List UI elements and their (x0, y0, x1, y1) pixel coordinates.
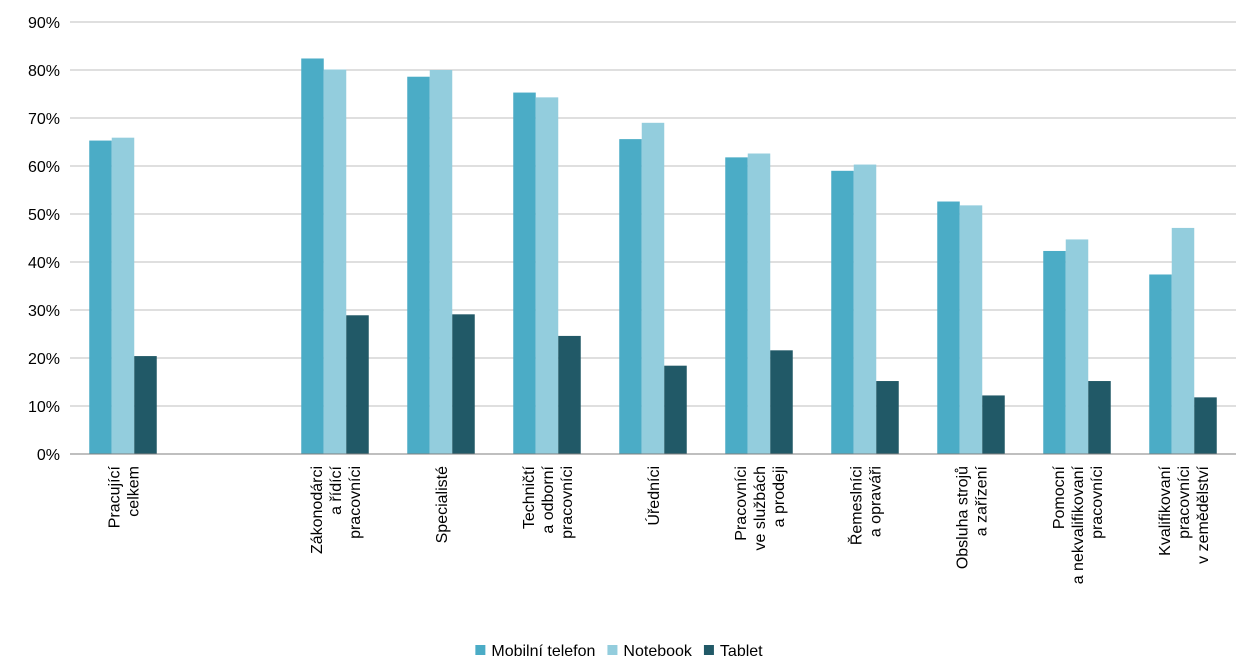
y-tick-label: 20% (28, 351, 60, 368)
bar-notebook (429, 70, 453, 454)
category-label-line: Techničtí (521, 465, 538, 529)
bar-tablet (452, 314, 475, 454)
category-label: Specialisté (434, 466, 451, 543)
category-label: Obsluha strojů a zařízení (954, 465, 991, 569)
bar-tablet (982, 395, 1005, 454)
category-label: Pomocní a nekvalifikovaní pracovníci (1051, 465, 1106, 584)
bar-mobilní-telefon (619, 139, 642, 454)
bar-notebook (747, 153, 771, 454)
legend: Mobilní telefon Notebook Tablet (475, 643, 763, 660)
y-tick-label: 80% (28, 63, 60, 80)
category-labels: Pracující celkem Zákonodárci a řídící pracov… (107, 465, 1213, 584)
bar-tablet (770, 350, 793, 454)
bar-mobilní-telefon (1149, 274, 1172, 454)
bar-notebook (641, 122, 665, 455)
legend-swatch (607, 645, 618, 655)
category-label: Úředníci (644, 466, 663, 526)
legend-swatch (475, 645, 486, 655)
bar-notebook (111, 137, 135, 454)
category-label-line: Řemeslníci (847, 466, 866, 545)
category-label: Řemeslníci a opraváři (847, 466, 885, 545)
category-label-line: celkem (126, 466, 143, 517)
bars (89, 58, 1217, 455)
bar-tablet (664, 365, 687, 454)
category-label-line: Kvalifikovaní (1157, 465, 1174, 555)
legend-item: Notebook (607, 643, 693, 660)
y-axis-ticks: 0% 10% 20% 30% 40% 50% 60% 70% 80% 90% (28, 15, 60, 464)
category-label-line: pracovníci (347, 466, 364, 539)
legend-item: Tablet (703, 643, 763, 660)
bar-mobilní-telefon (1043, 250, 1066, 454)
category-label-line: Specialisté (434, 466, 451, 543)
bar-tablet (1088, 381, 1111, 454)
bar-notebook (323, 69, 347, 455)
category-label: Kvalifikovaní pracovníci v zemědělství (1157, 465, 1212, 563)
category-label-line: a prodeji (771, 466, 788, 527)
category-label-line: Pracovníci (733, 466, 750, 541)
category-label: Pracující celkem (107, 465, 143, 528)
y-tick-label: 0% (37, 447, 60, 464)
y-tick-label: 30% (28, 303, 60, 320)
y-tick-label: 90% (28, 15, 60, 32)
category-label-line: ve službách (752, 466, 769, 551)
category-label-line: Pomocní (1051, 465, 1068, 529)
category-label: Techničtí a odborní pracovníci (521, 465, 576, 538)
legend-label: Mobilní telefon (491, 643, 595, 660)
bar-mobilní-telefon (831, 170, 854, 455)
category-label-line: Zákonodárci (309, 466, 326, 554)
category-label-line: a odborní (540, 465, 557, 533)
category-label: Pracovníci ve službách a prodeji (733, 466, 788, 551)
y-tick-label: 60% (28, 159, 60, 176)
legend-label: Tablet (720, 643, 763, 660)
category-label-line: pracovníci (559, 466, 576, 539)
category-label-line: pracovníci (1089, 466, 1106, 539)
bar-tablet (346, 315, 369, 454)
category-label-line: a nekvalifikovaní (1070, 465, 1087, 584)
bar-mobilní-telefon (407, 76, 430, 454)
bar-mobilní-telefon (937, 201, 960, 454)
bar-tablet (558, 335, 581, 454)
legend-label: Notebook (623, 643, 692, 660)
bar-notebook (1171, 227, 1195, 454)
bar-notebook (853, 164, 877, 454)
bar-mobilní-telefon (725, 157, 748, 455)
category-label-line: v zemědělství (1195, 465, 1212, 563)
y-tick-label: 10% (28, 399, 60, 416)
bar-notebook (535, 97, 559, 455)
bar-mobilní-telefon (301, 58, 324, 454)
category-label-line: a řídící (328, 465, 345, 514)
category-label: Zákonodárci a řídící pracovníci (309, 465, 364, 554)
bar-mobilní-telefon (89, 140, 112, 454)
bar-notebook (959, 205, 983, 454)
bar-tablet (876, 381, 899, 454)
category-label-line: Obsluha strojů (954, 466, 972, 569)
bar-notebook (1065, 239, 1089, 454)
y-tick-label: 50% (28, 207, 60, 224)
y-tick-label: 40% (28, 255, 60, 272)
bar-tablet (1194, 397, 1217, 454)
bar-mobilní-telefon (513, 92, 536, 454)
category-label-line: a opraváři (868, 466, 885, 537)
category-label-line: Úředníci (644, 466, 663, 526)
bar-tablet (134, 356, 157, 454)
legend-swatch (703, 645, 714, 655)
category-label-line: pracovníci (1176, 466, 1193, 539)
legend-item: Mobilní telefon (475, 643, 595, 660)
category-label-line: Pracující (107, 465, 124, 528)
y-tick-label: 70% (28, 111, 60, 128)
category-label-line: a zařízení (974, 465, 991, 536)
